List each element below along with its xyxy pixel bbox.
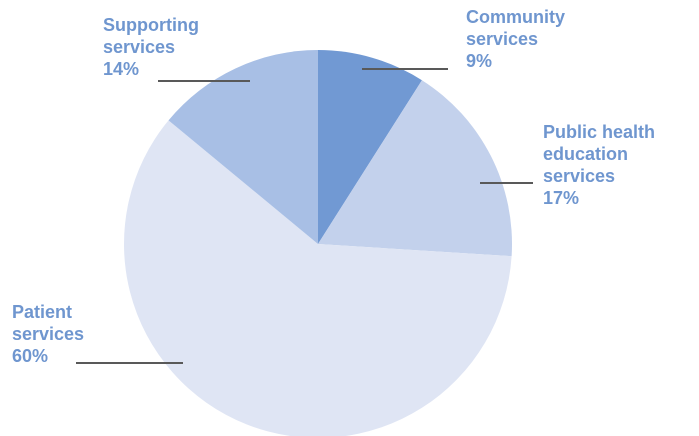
slice-label-line: education — [543, 144, 629, 164]
slice-label-patient-services: Patient services 60% — [12, 301, 84, 367]
slice-value-label: 17% — [543, 188, 580, 208]
slice-label-line: services — [12, 324, 85, 344]
slice-value-label: 60% — [12, 346, 49, 366]
pie-slice-public-health-education-services — [318, 80, 512, 257]
slice-label-community-services: Community services 9% — [466, 6, 565, 72]
slice-value-label: 9% — [466, 51, 493, 71]
slice-label-line: services — [466, 29, 539, 49]
pie-slice-community-services — [318, 50, 422, 244]
slice-label-line: Patient — [12, 302, 73, 322]
slice-label-line: Community — [466, 7, 565, 27]
slice-label-line: services — [543, 166, 616, 186]
slice-label-line: services — [103, 37, 176, 57]
slice-value-label: 14% — [103, 59, 140, 79]
slice-label-supporting-services: Supporting services 14% — [103, 14, 199, 80]
slice-label-line: Supporting — [103, 15, 199, 35]
pie-slice-patient-services — [124, 120, 512, 436]
slice-label-line: Public health — [543, 122, 656, 142]
slice-label-public-health-education-services: Public health education services 17% — [543, 121, 655, 209]
pie-slice-supporting-services — [168, 49, 318, 244]
